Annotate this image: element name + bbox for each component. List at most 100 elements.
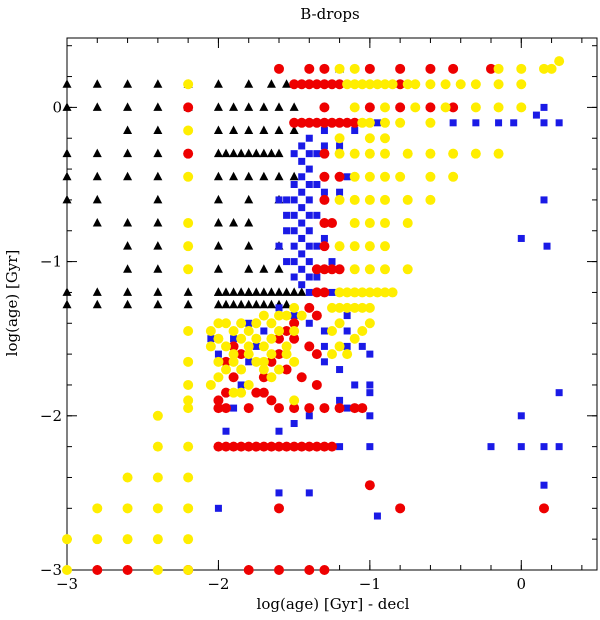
square-point	[290, 420, 298, 428]
triangle-point	[244, 218, 254, 227]
square-point	[290, 180, 298, 188]
x-tick-label: −2	[207, 575, 229, 593]
square-point	[298, 157, 306, 165]
circle-point	[243, 325, 254, 336]
circle-point	[410, 79, 421, 90]
square-point	[540, 443, 548, 451]
triangle-point	[297, 287, 307, 296]
square-point	[555, 119, 563, 127]
square-point	[283, 227, 291, 235]
circle-point	[334, 194, 345, 205]
square-point	[283, 258, 291, 266]
circle-point	[327, 218, 337, 229]
circle-point	[258, 372, 269, 383]
circle-point	[319, 171, 330, 182]
square-point	[313, 273, 321, 281]
triangle-point	[229, 148, 239, 158]
triangle-point	[221, 299, 231, 309]
triangle-point	[153, 125, 163, 135]
circle-point	[425, 194, 436, 205]
circle-point	[152, 472, 163, 483]
triangle-point	[183, 299, 193, 309]
circle-point	[289, 441, 300, 452]
triangle-point	[229, 287, 239, 296]
circle-point	[266, 349, 277, 360]
circle-point	[364, 117, 375, 128]
circle-point	[152, 503, 163, 514]
circle-point	[281, 349, 292, 360]
circle-point	[493, 79, 504, 90]
square-point	[305, 412, 313, 420]
circle-point	[364, 264, 375, 275]
square-point	[320, 327, 328, 335]
circle-point	[183, 325, 194, 336]
circle-point	[311, 441, 322, 452]
circle-point	[183, 356, 194, 367]
square-point	[305, 180, 313, 188]
circle-point	[327, 117, 337, 128]
triangle-point	[153, 148, 163, 158]
circle-point	[213, 318, 224, 329]
square-point	[290, 211, 298, 219]
circle-point	[364, 148, 375, 159]
circle-point	[289, 318, 300, 329]
circle-point	[319, 218, 330, 229]
circle-point	[266, 318, 277, 329]
circle-point	[236, 333, 247, 344]
triangle-point	[153, 79, 163, 88]
triangle-point	[221, 287, 231, 296]
square-point	[305, 273, 313, 281]
square-point	[366, 389, 374, 397]
triangle-point	[289, 125, 299, 135]
circle-point	[425, 63, 436, 74]
triangle-point	[259, 299, 269, 309]
triangle-point	[251, 287, 261, 296]
square-point	[283, 196, 291, 204]
triangle-point	[244, 79, 254, 88]
triangle-point	[62, 148, 72, 158]
circle-point	[311, 79, 322, 90]
square-point	[517, 443, 525, 451]
circle-point	[251, 387, 262, 398]
square-point	[290, 258, 298, 266]
circle-point	[395, 102, 406, 113]
square-point	[540, 103, 548, 111]
square-point	[298, 204, 306, 212]
circle-point	[334, 302, 345, 313]
circle-point	[334, 241, 345, 252]
square-point	[290, 242, 298, 250]
square-point	[366, 443, 374, 451]
square-point	[305, 196, 313, 204]
square-point	[305, 150, 313, 158]
circle-point	[258, 364, 269, 375]
circle-point	[251, 356, 262, 367]
triangle-point	[259, 287, 269, 296]
triangle-point	[92, 194, 102, 204]
circle-point	[304, 403, 315, 414]
circle-point	[425, 148, 436, 159]
triangle-point	[213, 218, 223, 227]
circle-point	[342, 287, 353, 298]
circle-point	[311, 264, 322, 275]
square-point	[305, 227, 313, 235]
circle-point	[213, 441, 224, 452]
triangle-point	[244, 102, 254, 111]
triangle-point	[153, 218, 163, 227]
circle-point	[425, 117, 436, 128]
circle-point	[380, 171, 390, 182]
circle-point	[516, 79, 527, 90]
triangle-point	[259, 102, 269, 111]
circle-point	[380, 218, 390, 229]
circle-point	[221, 356, 231, 367]
circle-point	[266, 372, 277, 383]
square-point	[313, 180, 321, 188]
circle-point	[357, 302, 368, 313]
circle-point	[213, 395, 224, 406]
triangle-point	[236, 287, 246, 296]
circle-point	[327, 264, 337, 275]
circle-point	[122, 565, 133, 575]
circle-point	[319, 403, 330, 414]
triangle-point	[153, 299, 163, 309]
triangle-point	[213, 148, 223, 158]
circle-point	[92, 534, 103, 545]
